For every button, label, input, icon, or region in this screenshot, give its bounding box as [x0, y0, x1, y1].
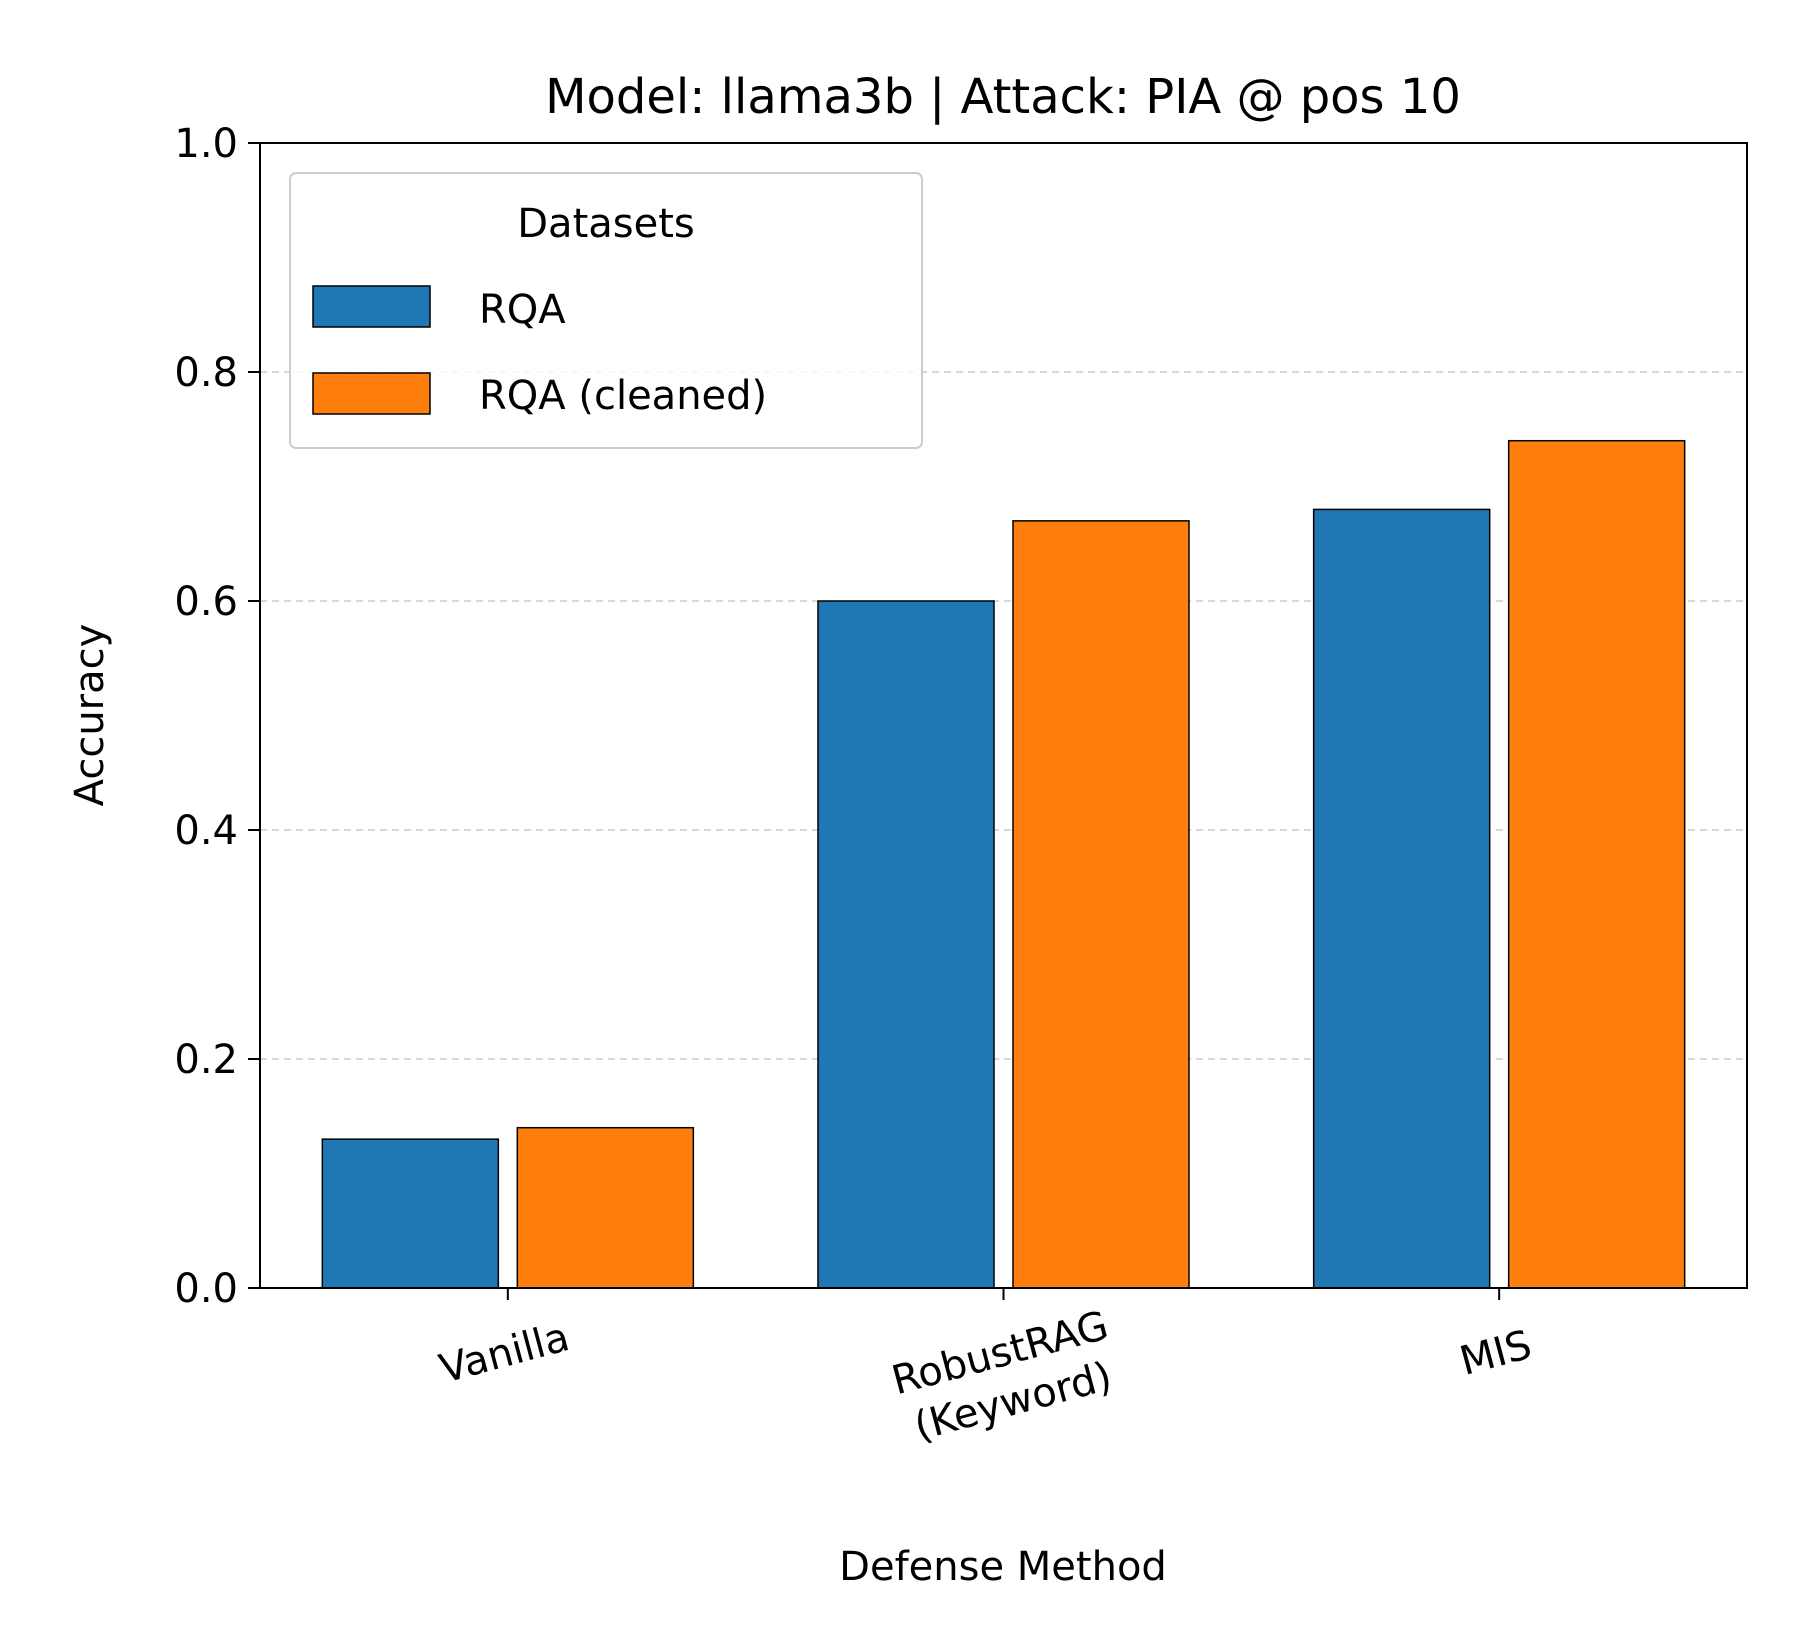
bar-rqa-robustrag-keyword [817, 600, 995, 1289]
legend-label-rqa-cleaned: RQA (cleaned) [479, 373, 767, 419]
y-tick-label: 0.4 [174, 808, 238, 854]
y-tick-label: 0.8 [174, 350, 238, 396]
bar-rqa-vanilla [321, 1138, 500, 1289]
bar-rqa-cleaned-robustrag-keyword [1012, 520, 1190, 1289]
legend-label-rqa: RQA [479, 287, 566, 333]
bars [321, 439, 1686, 1289]
chart-title: Model: llama3b | Attack: PIA @ pos 10 [545, 69, 1461, 125]
y-axis-label: Accuracy [67, 624, 113, 807]
legend-box [289, 172, 923, 449]
y-tick-label: 0.0 [174, 1266, 238, 1312]
y-axis: 0.0 0.2 0.4 0.6 0.8 1.0 [174, 121, 260, 1312]
legend-swatch-rqa [312, 285, 431, 328]
gridlines [260, 371, 1747, 1060]
legend-title: Datasets [517, 201, 694, 247]
x-axis-label: Defense Method [839, 1544, 1167, 1590]
bar-rqa-mis [1312, 508, 1491, 1289]
bar-rqa-cleaned-mis [1507, 439, 1686, 1289]
y-tick-label: 0.6 [174, 579, 238, 625]
legend: Datasets RQA RQA (cleaned) [289, 172, 923, 449]
bar-rqa-cleaned-vanilla [516, 1126, 695, 1289]
y-tick-label: 1.0 [174, 121, 238, 167]
legend-swatch-rqa-cleaned [312, 372, 431, 415]
y-tick-label: 0.2 [174, 1037, 238, 1083]
